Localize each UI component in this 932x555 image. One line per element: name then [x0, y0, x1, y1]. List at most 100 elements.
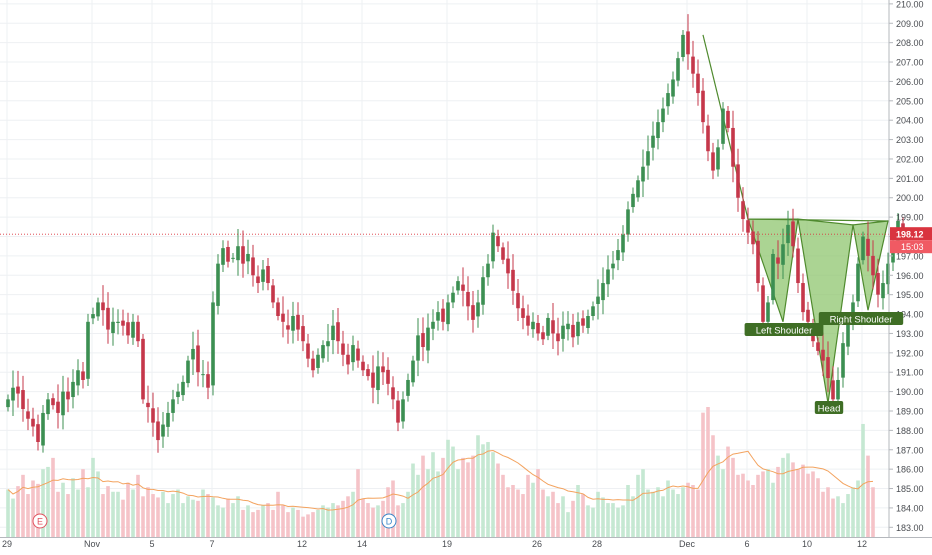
volume-bar — [726, 446, 730, 537]
candle-body — [581, 318, 585, 326]
candle-body — [536, 322, 540, 334]
candle-body — [291, 315, 295, 331]
candle-body — [141, 338, 145, 400]
volume-bar — [841, 503, 845, 537]
volume-bar — [21, 474, 25, 537]
candle-body — [171, 399, 175, 413]
left-shoulder-label-text: Left Shoulder — [756, 326, 813, 337]
candle-body — [891, 244, 895, 263]
candlesticks — [6, 14, 905, 453]
candle-body — [816, 342, 820, 351]
candle-body — [726, 110, 730, 128]
volume-bar — [121, 499, 125, 537]
candle-body — [476, 302, 480, 317]
candle-body — [296, 314, 300, 330]
x-tick-label: 19 — [442, 539, 452, 549]
candle-body — [306, 343, 310, 359]
x-tick-label: 14 — [357, 539, 367, 549]
volume-bar — [56, 491, 60, 537]
volume-bar — [6, 489, 10, 537]
volume-bar — [446, 439, 450, 537]
volume-bar — [306, 514, 310, 537]
candle-body — [861, 236, 865, 261]
volume-bar — [11, 498, 15, 537]
head-label-bg — [814, 401, 844, 414]
volume-bar — [231, 503, 235, 537]
candle-body — [91, 314, 95, 319]
volume-bar — [556, 503, 560, 537]
candle-body — [526, 315, 530, 326]
volume-bar — [626, 485, 630, 537]
y-tick-label: 207.00 — [896, 58, 924, 68]
candle-body — [366, 369, 370, 377]
candle-body — [561, 325, 565, 339]
y-tick-label: 191.00 — [896, 368, 924, 378]
candle-body — [121, 320, 125, 326]
volume-bar — [486, 442, 490, 537]
candle-body — [776, 257, 780, 264]
volume-bar — [266, 503, 270, 537]
right-shoulder-label-bg — [818, 312, 904, 325]
volume-bar — [596, 491, 600, 537]
volume-bar — [131, 489, 135, 537]
candle-body — [736, 164, 740, 198]
y-tick-label: 188.00 — [896, 426, 924, 436]
candle-body — [151, 408, 155, 423]
volume-bar — [511, 485, 515, 537]
y-tick-label: 209.00 — [896, 19, 924, 29]
volume-bar — [151, 494, 155, 537]
volume-bar — [51, 457, 55, 537]
candle-body — [311, 358, 315, 371]
volume-bar — [261, 505, 265, 537]
candle-body — [161, 424, 165, 437]
x-tick-label: 12 — [297, 539, 307, 549]
candle-body — [31, 418, 35, 427]
y-tick-label: 197.00 — [896, 251, 924, 261]
volume-bar — [326, 507, 330, 537]
candle-body — [611, 263, 615, 269]
candle-body — [396, 400, 400, 423]
volume-bar — [426, 469, 430, 537]
volume-bar — [721, 469, 725, 537]
volume-bar — [351, 491, 355, 537]
candle-body — [271, 285, 275, 303]
volume-bar — [66, 494, 70, 537]
candle-body — [501, 247, 505, 260]
candle-body — [866, 238, 870, 256]
candle-body — [871, 255, 875, 276]
volume-bar — [536, 469, 540, 537]
left-shoulder-label: Left Shoulder — [744, 323, 824, 337]
y-tick-label: 201.00 — [896, 174, 924, 184]
volume-bar — [581, 494, 585, 537]
candle-body — [631, 193, 635, 208]
x-tick-label: 26 — [532, 539, 542, 549]
volume-bar — [861, 423, 865, 537]
candle-body — [81, 371, 85, 380]
volume-bar — [636, 474, 640, 537]
candle-body — [156, 421, 160, 441]
volume-bar — [506, 487, 510, 537]
volume-bar — [586, 505, 590, 537]
countdown-badge — [890, 240, 932, 254]
candle-body — [751, 231, 755, 245]
candle-body — [491, 232, 495, 262]
volume-bar — [576, 485, 580, 537]
volume-bar — [346, 496, 350, 537]
volume-bar — [141, 496, 145, 537]
candle-body — [886, 263, 890, 285]
candle-body — [746, 220, 750, 233]
volume-bar — [491, 452, 495, 537]
volume-bar — [761, 471, 765, 537]
y-tick-label: 195.00 — [896, 290, 924, 300]
volume-bar — [546, 496, 550, 537]
candle-body — [126, 322, 130, 336]
candle-body — [71, 381, 75, 398]
volume-bar — [96, 471, 100, 537]
candle-body — [341, 343, 345, 355]
candle-body — [76, 370, 80, 386]
candle-body — [836, 379, 840, 400]
